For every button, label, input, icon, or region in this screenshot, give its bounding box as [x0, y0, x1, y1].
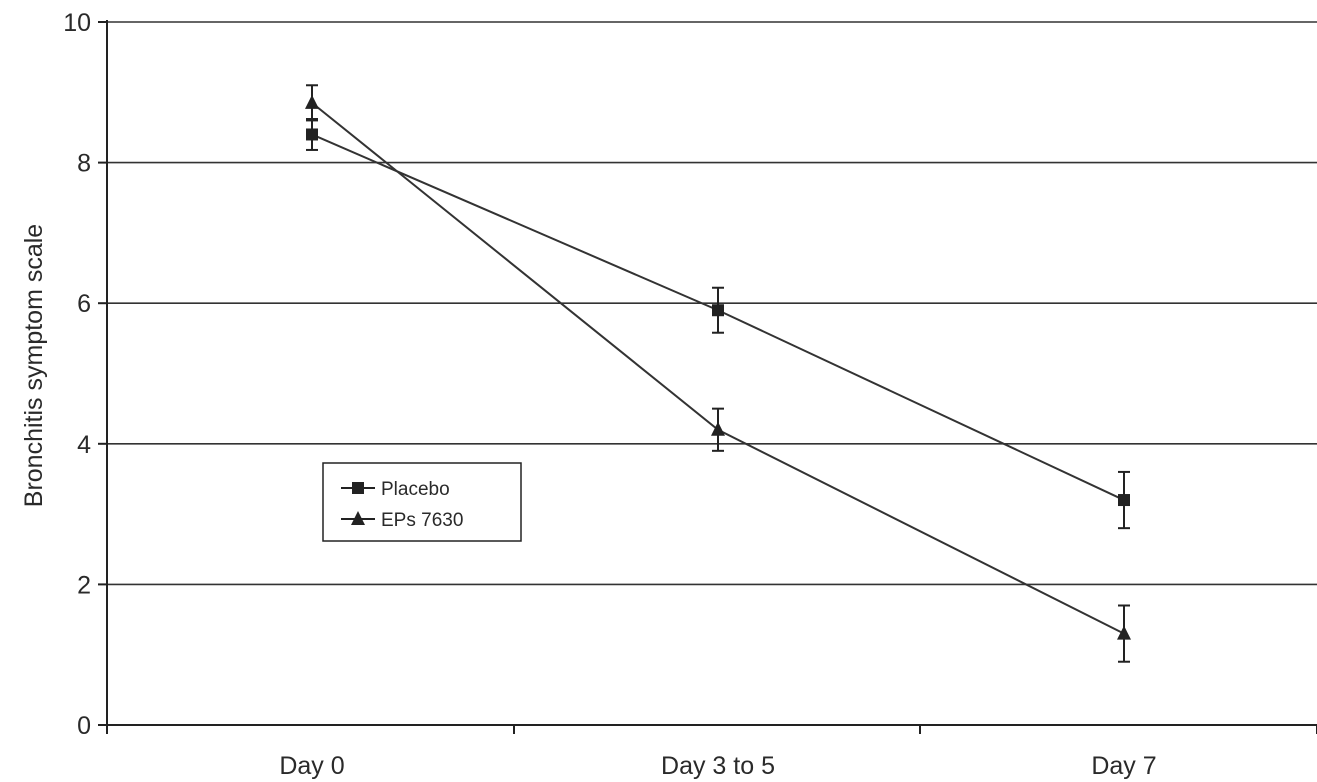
series-square: [306, 118, 1130, 530]
legend: Placebo EPs 7630: [322, 462, 522, 542]
legend-label: Placebo: [381, 479, 450, 500]
x-tick-label: Day 3 to 5: [661, 752, 775, 780]
x-axis-ticks: Day 0 Day 3 to 5 Day 7: [106, 725, 1317, 780]
y-tick-label: 4: [77, 431, 91, 459]
series-line: [311, 102, 1125, 635]
legend-item: EPs 7630: [341, 510, 463, 531]
data-point-square: [1118, 494, 1130, 507]
y-tick-label: 0: [77, 712, 91, 740]
legend-box: [322, 462, 522, 542]
y-axis-title: Bronchitis symptom scale: [20, 224, 48, 507]
legend-label: EPs 7630: [381, 510, 463, 531]
y-tick-label: 2: [77, 571, 91, 599]
x-tick-label: Day 0: [279, 752, 344, 780]
data-point-square: [712, 304, 724, 317]
x-tick-label: Day 7: [1091, 752, 1156, 780]
y-axis-ticks: 0 2 4 6 8 10: [63, 9, 107, 740]
y-tick-label: 10: [63, 9, 91, 37]
data-point-triangle: [305, 94, 319, 109]
data-point-triangle: [711, 421, 725, 436]
axes: [106, 20, 1317, 726]
gridlines: [107, 21, 1317, 586]
y-tick-label: 8: [77, 150, 91, 178]
legend-item: Placebo: [341, 479, 450, 500]
series-triangle: [305, 84, 1131, 663]
data-point-square: [306, 128, 318, 141]
series: [305, 84, 1131, 663]
legend-marker-square: [352, 482, 364, 494]
legend-marker-triangle: [351, 511, 365, 525]
data-point-triangle: [1117, 625, 1131, 640]
legend-items: Placebo EPs 7630: [341, 479, 463, 531]
y-tick-label: 6: [77, 290, 91, 318]
